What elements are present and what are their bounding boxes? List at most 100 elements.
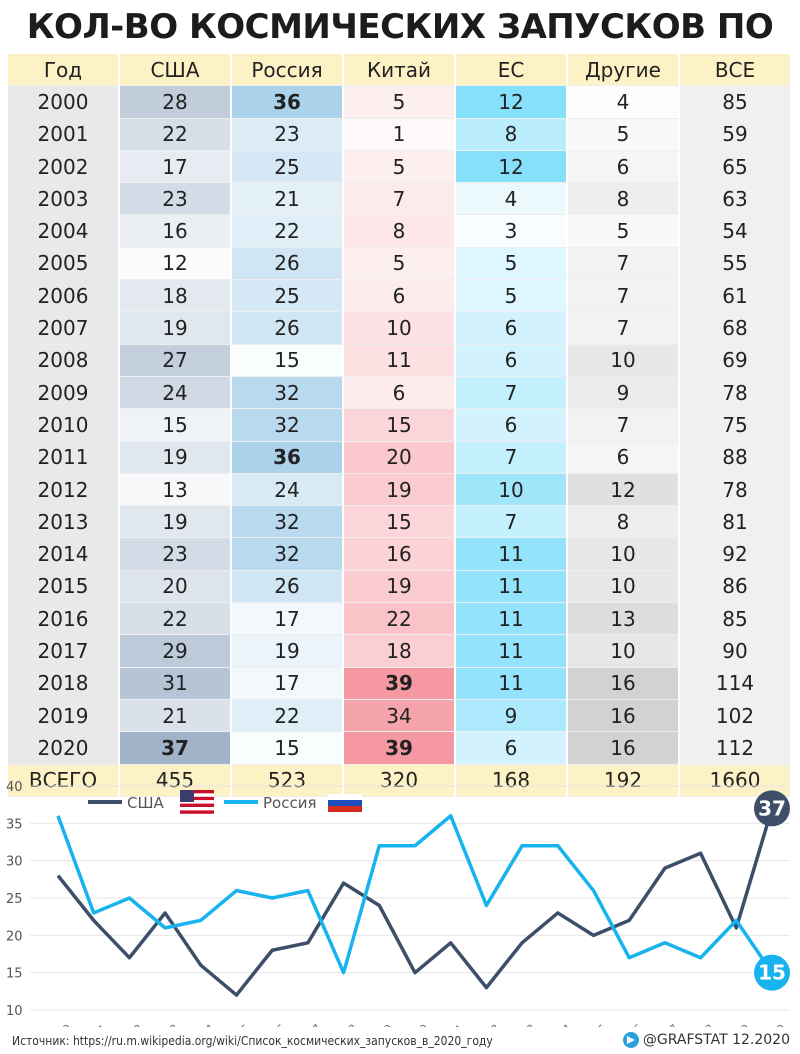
value-cell: 31 [120,667,232,700]
value-cell: 9 [456,699,568,733]
value-cell: 10 [344,312,456,345]
value-cell: 11 [344,344,456,377]
value-cell: 12 [568,473,680,507]
value-cell: 7 [456,506,568,539]
table-row: 2018 31 17 39 11 16 114 [8,667,792,700]
column-header: Китай [344,54,456,87]
russia-flag-icon [328,794,362,812]
value-cell: 22 [232,699,344,733]
value-cell: 15 [344,409,456,442]
table-row: 2013 19 32 15 7 8 81 [8,506,792,539]
value-cell: 7 [456,441,568,474]
x-tick-label: 2001 [79,1021,110,1027]
y-tick-label: 25 [6,892,23,907]
year-cell: 2005 [8,247,120,281]
value-cell: 68 [680,312,792,345]
value-cell: 18 [344,635,456,668]
value-cell: 19 [120,312,232,345]
value-cell: 13 [568,603,680,636]
launch-table: Год США Россия Китай ЕС Другие ВСЕ 2000 28 36 5 12… [8,54,792,797]
usa-end-label: 37 [758,796,786,820]
value-cell: 6 [456,732,568,765]
x-tick-label: 2009 [365,1021,396,1027]
value-cell: 86 [680,570,792,604]
value-cell: 6 [456,344,568,377]
value-cell: 92 [680,538,792,571]
x-tick-label: 2013 [508,1021,539,1027]
y-tick-label: 10 [6,1004,23,1019]
value-cell: 6 [344,280,456,313]
value-cell: 6 [344,376,456,410]
value-cell: 5 [344,86,456,119]
year-cell: 2020 [8,732,120,765]
year-cell: 2018 [8,667,120,700]
value-cell: 11 [456,570,568,604]
value-cell: 4 [456,183,568,216]
x-tick-label: 2016 [615,1021,646,1027]
x-tick-label: 2018 [686,1021,717,1027]
value-cell: 16 [344,538,456,571]
column-header: ВСЕ [680,54,792,87]
value-cell: 29 [120,635,232,668]
year-cell: 2016 [8,603,120,636]
value-cell: 10 [568,635,680,668]
column-header: Россия [232,54,344,87]
value-cell: 17 [232,667,344,700]
value-cell: 32 [232,538,344,571]
table-row: 2005 12 26 5 5 7 55 [8,247,792,281]
total-cell: 192 [568,764,680,797]
value-cell: 21 [232,183,344,216]
x-tick-label: 2012 [472,1021,503,1027]
russia-end-label: 15 [758,961,786,985]
value-cell: 75 [680,409,792,442]
table-row: 2020 37 15 39 6 16 112 [8,732,792,765]
x-tick-label: 2017 [650,1021,681,1027]
table-row: 2003 23 21 7 4 8 63 [8,183,792,216]
value-cell: 32 [232,506,344,539]
value-cell: 26 [232,312,344,345]
year-cell: 2006 [8,280,120,313]
x-tick-label: 2019 [722,1021,753,1027]
year-cell: 2009 [8,376,120,410]
value-cell: 90 [680,635,792,668]
y-tick-label: 15 [6,967,23,982]
value-cell: 19 [344,473,456,507]
x-tick-label: 2006 [258,1021,289,1027]
column-header: Год [8,54,120,87]
russia-series-line [56,814,774,975]
value-cell: 61 [680,280,792,313]
value-cell: 5 [568,118,680,151]
value-cell: 39 [344,667,456,700]
table-row: 2016 22 17 22 11 13 85 [8,603,792,636]
value-cell: 16 [568,699,680,733]
value-cell: 3 [456,215,568,248]
value-cell: 20 [120,570,232,604]
value-cell: 20 [344,441,456,474]
value-cell: 36 [232,441,344,474]
footer: Источник: https://ru.m.wikipedia.org/wik… [0,1030,800,1054]
value-cell: 11 [456,603,568,636]
line-chart: 4035302520151020002001200220032004200520… [6,780,790,1027]
value-cell: 12 [120,247,232,281]
value-cell: 85 [680,603,792,636]
x-tick-label: 2008 [329,1021,360,1027]
table-row: 2012 13 24 19 10 12 78 [8,473,792,507]
value-cell: 59 [680,118,792,151]
value-cell: 69 [680,344,792,377]
y-tick-label: 30 [6,855,23,870]
value-cell: 34 [344,699,456,733]
value-cell: 65 [680,150,792,184]
value-cell: 7 [456,376,568,410]
value-cell: 15 [120,409,232,442]
year-cell: 2019 [8,699,120,733]
value-cell: 78 [680,376,792,410]
value-cell: 9 [568,376,680,410]
value-cell: 55 [680,247,792,281]
table-row: 2007 19 26 10 6 7 68 [8,312,792,345]
column-header: Другие [568,54,680,87]
value-cell: 12 [456,86,568,119]
value-cell: 22 [232,215,344,248]
page-title: КОЛ-ВО КОСМИЧЕСКИХ ЗАПУСКОВ ПО СТРАНАМ [26,7,774,101]
value-cell: 5 [456,280,568,313]
y-tick-label: 35 [6,817,23,832]
